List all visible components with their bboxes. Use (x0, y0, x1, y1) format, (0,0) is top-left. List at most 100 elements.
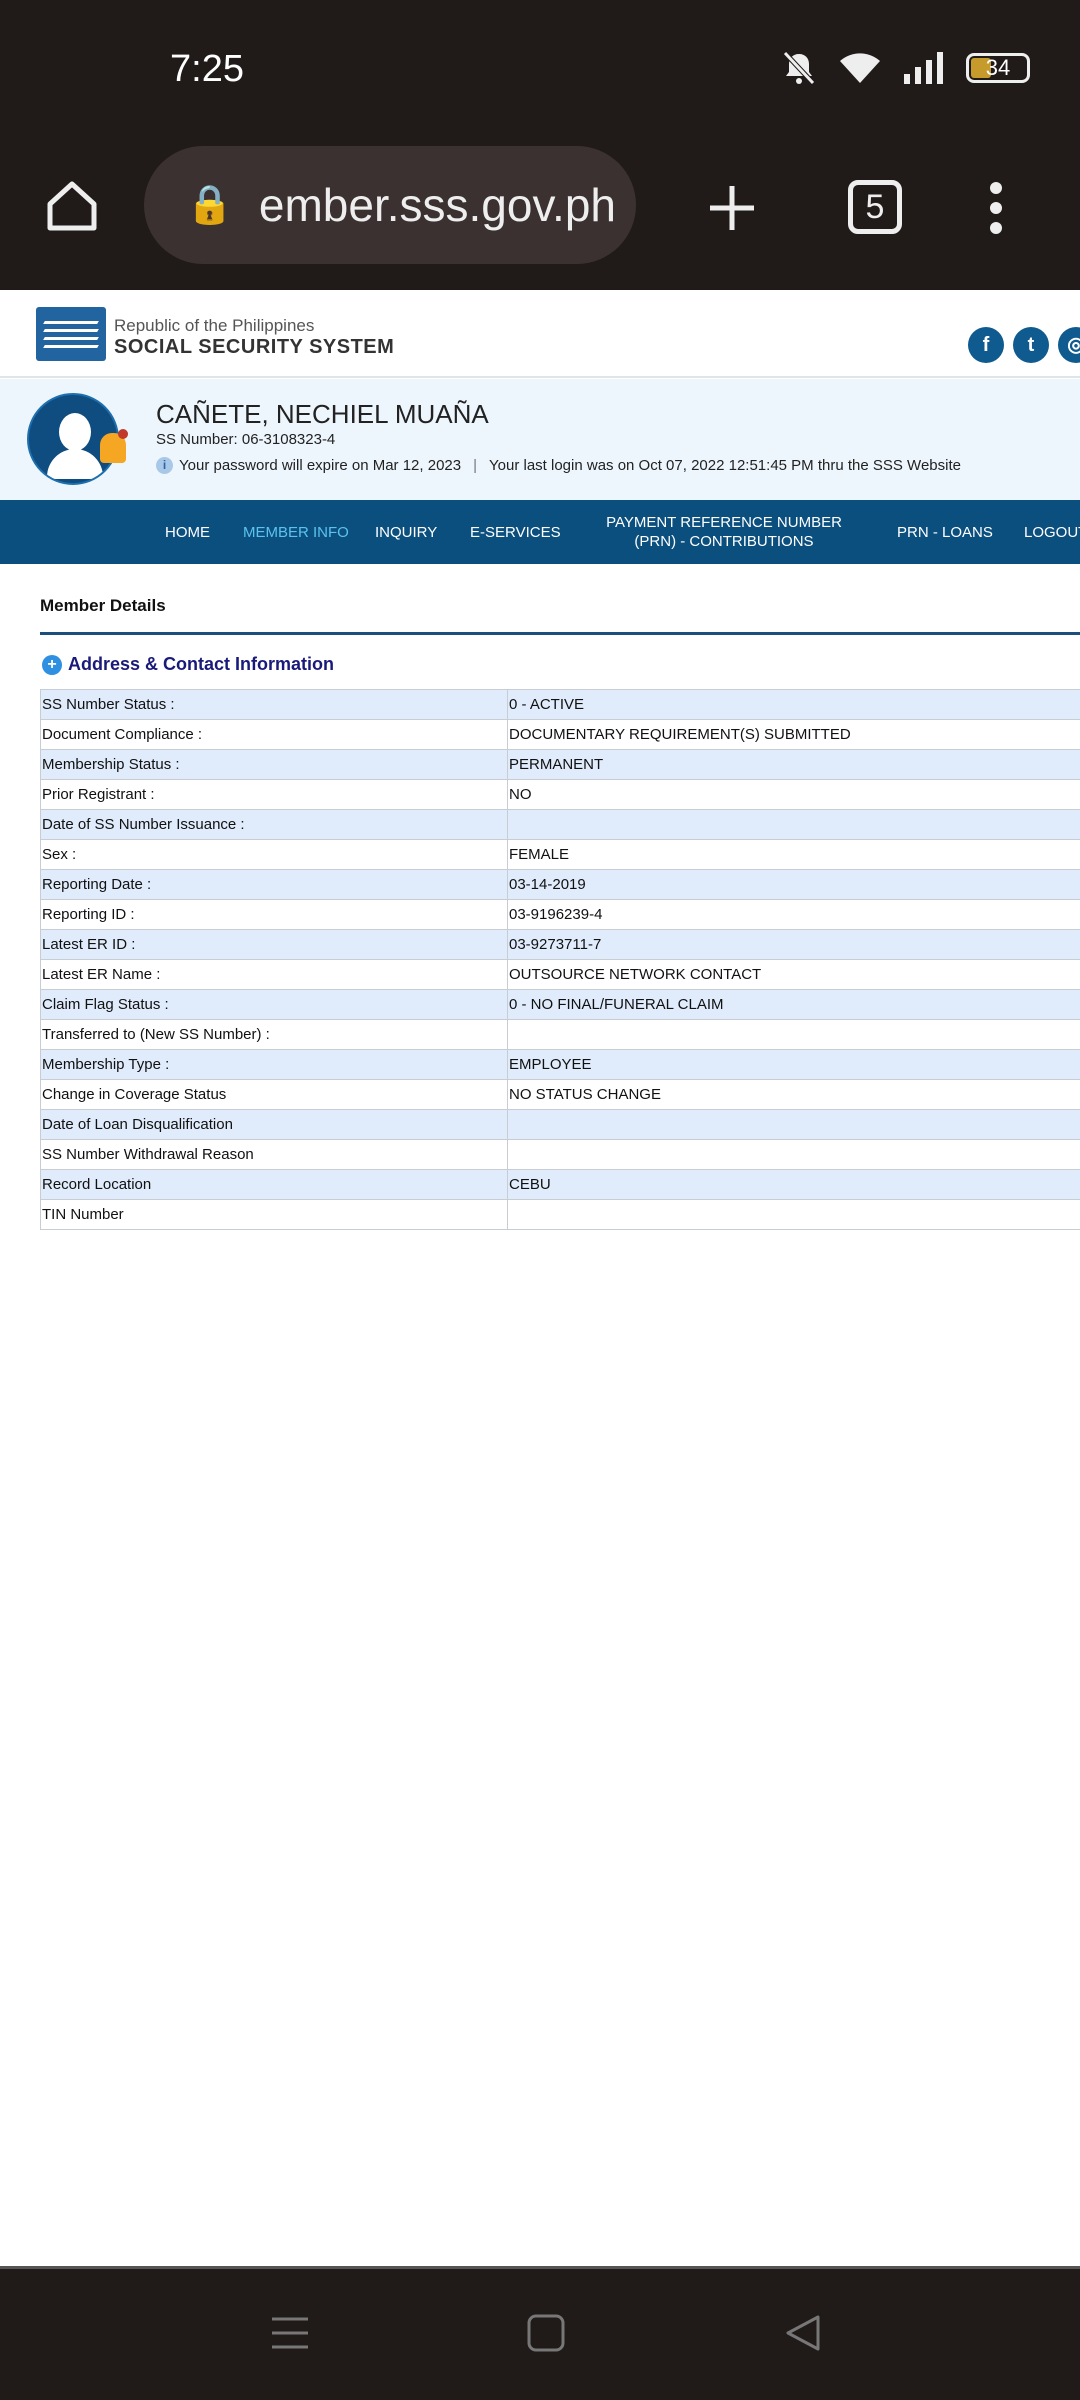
table-row: Document Compliance : DOCUMENTARY REQUIRE… (40, 719, 1080, 750)
nav-member-info[interactable]: MEMBER INFO (243, 523, 349, 541)
org-name: SOCIAL SECURITY SYSTEM (114, 336, 395, 358)
field-label: Date of SS Number Issuance : (40, 809, 508, 840)
field-label: Claim Flag Status : (40, 989, 508, 1020)
table-row: Reporting ID :03-9196239-4 (40, 899, 1080, 930)
field-label: SS Number Withdrawal Reason (40, 1139, 508, 1170)
field-value: OUTSOURCE NETWORK CONTACT (507, 959, 1080, 990)
field-label: Sex : (40, 839, 508, 870)
field-value: 03-9273711-7 (507, 929, 1080, 960)
nav-prn-contributions[interactable]: PAYMENT REFERENCE NUMBER (PRN) - CONTRIB… (606, 514, 842, 550)
nav-e-services[interactable]: E-SERVICES (470, 523, 561, 541)
facebook-icon[interactable]: f (968, 327, 1004, 363)
nav-home[interactable]: HOME (165, 523, 210, 541)
member-details-table: SS Number Status :0 - ACTIVE Document Com… (40, 689, 1080, 1230)
section-title: Address & Contact Information (68, 654, 335, 674)
separator: | (473, 457, 478, 474)
table-row: Latest ER Name : OUTSOURCE NETWORK CONTAC… (40, 959, 1080, 990)
field-label: Record Location (40, 1169, 508, 1200)
last-login: Your last login was on Oct 07, 2022 12:5… (489, 457, 961, 474)
field-label: SS Number Status : (40, 689, 508, 720)
url-bar[interactable]: 🔒 member.sss.gov.ph (144, 146, 636, 264)
republic-label: Republic of the Philippines (114, 316, 315, 335)
field-value: CEBU (507, 1169, 1080, 1200)
field-label: Reporting Date : (40, 869, 508, 900)
wifi-icon (840, 53, 880, 83)
address-contact-toggle[interactable]: + Address & Contact Information (42, 654, 334, 675)
member-name: CAÑETE, NECHIEL MUAÑA (156, 399, 489, 429)
field-label: Latest ER ID : (40, 929, 508, 960)
table-row: Date of SS Number Issuance : (40, 809, 1080, 840)
bell-off-icon (783, 51, 815, 85)
notification-bell-icon[interactable] (100, 429, 128, 463)
plus-icon[interactable] (706, 182, 758, 234)
sss-logo[interactable] (36, 307, 106, 361)
signal-icon (904, 52, 943, 84)
field-value: 0 - NO FINAL/FUNERAL CLAIM (507, 989, 1080, 1020)
instagram-icon[interactable]: ◎ (1058, 327, 1080, 363)
field-value: DOCUMENTARY REQUIREMENT(S) SUBMITTED (507, 719, 1080, 750)
table-row: Prior Registrant : NO (40, 779, 1080, 810)
field-value: 03-14-2019 (507, 869, 1080, 900)
field-label: Reporting ID : (40, 899, 508, 930)
field-value (507, 1139, 1080, 1170)
divider (40, 632, 1080, 635)
clock: 7:25 (170, 48, 244, 90)
more-icon[interactable] (984, 180, 1008, 236)
table-row: Transferred to (New SS Number) : (40, 1019, 1080, 1050)
field-label: Membership Type : (40, 1049, 508, 1080)
field-value: 03-9196239-4 (507, 899, 1080, 930)
field-label: Change in Coverage Status (40, 1079, 508, 1110)
field-label: TIN Number (40, 1199, 508, 1230)
table-row: Reporting Date :03-14-2019 (40, 869, 1080, 900)
status-bar: 7:25 34 (0, 0, 1080, 140)
info-icon: i (156, 457, 173, 474)
main-nav: HOME MEMBER INFO INQUIRY E-SERVICES PAYM… (0, 500, 1080, 564)
table-row: Change in Coverage Status NO STATUS CHANG… (40, 1079, 1080, 1110)
table-row: Date of Loan Disqualification (40, 1109, 1080, 1140)
table-row: SS Number Withdrawal Reason (40, 1139, 1080, 1170)
table-row: Membership Type : EMPLOYEE (40, 1049, 1080, 1080)
nav-inquiry[interactable]: INQUIRY (375, 523, 438, 541)
field-value: NO (507, 779, 1080, 810)
nav-prn-loans[interactable]: PRN - LOANS (897, 523, 993, 541)
nav-logout[interactable]: LOGOUT (1024, 523, 1080, 541)
field-label: Date of Loan Disqualification (40, 1109, 508, 1140)
table-row: TIN Number (40, 1199, 1080, 1230)
table-row: Sex : FEMALE (40, 839, 1080, 870)
field-label: Transferred to (New SS Number) : (40, 1019, 508, 1050)
system-nav-bar (0, 2266, 1080, 2400)
home-icon[interactable] (44, 178, 100, 234)
table-row: Membership Status : PERMANENT (40, 749, 1080, 780)
field-value: 0 - ACTIVE (507, 689, 1080, 720)
field-value: FEMALE (507, 839, 1080, 870)
lock-icon: 🔒 (186, 184, 234, 226)
menu-icon[interactable] (270, 2313, 310, 2353)
battery-icon: 34 (966, 53, 1030, 83)
table-row: SS Number Status :0 - ACTIVE (40, 689, 1080, 720)
back-icon[interactable] (784, 2313, 824, 2353)
expand-plus-icon[interactable]: + (42, 654, 62, 675)
field-value (507, 1019, 1080, 1050)
browser-toolbar: 🔒 member.sss.gov.ph 5 (0, 140, 1080, 290)
tabs-icon[interactable]: 5 (848, 180, 902, 234)
ss-number: SS Number: 06-3108323-4 (156, 431, 336, 448)
field-value: PERMANENT (507, 749, 1080, 780)
field-label: Prior Registrant : (40, 779, 508, 810)
field-value (507, 1109, 1080, 1140)
field-label: Membership Status : (40, 749, 508, 780)
page-title: Member Details (40, 596, 166, 615)
field-value: NO STATUS CHANGE (507, 1079, 1080, 1110)
site-header: Republic of the Philippines SOCIAL SECUR… (0, 291, 1080, 378)
field-value (507, 809, 1080, 840)
home-square-icon[interactable] (526, 2313, 566, 2353)
twitter-icon[interactable]: t (1013, 327, 1049, 363)
password-notice: Your password will expire on Mar 12, 202… (179, 457, 462, 474)
table-row: Latest ER ID :03-9273711-7 (40, 929, 1080, 960)
field-value: EMPLOYEE (507, 1049, 1080, 1080)
profile-banner: CAÑETE, NECHIEL MUAÑA SS Number: 06-3108… (0, 379, 1080, 500)
table-row: Record Location CEBU (40, 1169, 1080, 1200)
field-label: Document Compliance : (40, 719, 508, 750)
table-row: Claim Flag Status :0 - NO FINAL/FUNERAL … (40, 989, 1080, 1020)
field-label: Latest ER Name : (40, 959, 508, 990)
field-value (507, 1199, 1080, 1230)
